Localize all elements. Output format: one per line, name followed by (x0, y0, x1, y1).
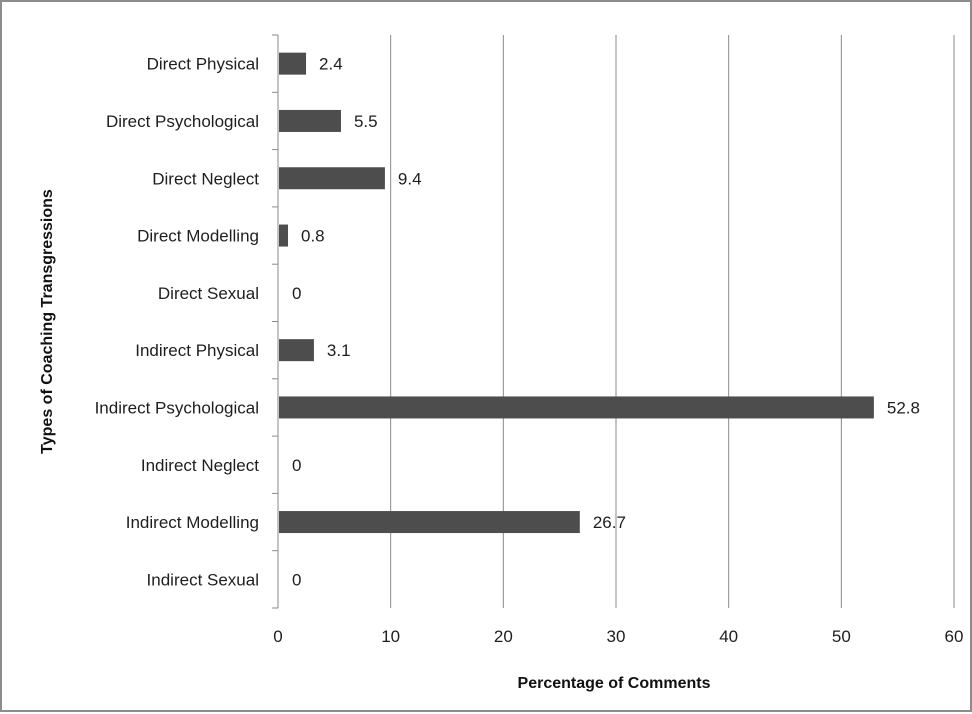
bar (279, 52, 307, 75)
x-tick-label: 0 (273, 627, 282, 646)
data-label: 52.8 (887, 398, 920, 417)
data-label: 0 (292, 284, 301, 303)
data-label: 0 (292, 570, 301, 589)
bar (279, 396, 874, 419)
bar (279, 339, 314, 362)
data-label: 9.4 (398, 169, 422, 188)
data-labels: 2.4 5.5 9.4 0.8 0 3.1 52.8 0 26.7 0 (292, 55, 920, 590)
category-label: Indirect Neglect (141, 456, 259, 475)
bar (279, 224, 289, 247)
y-axis-title: Types of Coaching Transgressions (39, 189, 56, 454)
bar (279, 167, 385, 190)
x-tick-label: 50 (832, 627, 851, 646)
x-axis-title: Percentage of Comments (518, 675, 711, 692)
category-label: Indirect Physical (135, 341, 259, 360)
data-label: 0 (292, 456, 301, 475)
bar (279, 511, 580, 534)
category-label: Direct Psychological (106, 112, 259, 131)
category-label: Direct Modelling (137, 227, 259, 246)
x-tick-label: 20 (494, 627, 513, 646)
x-tick-label: 40 (719, 627, 738, 646)
data-label: 3.1 (327, 341, 351, 360)
category-label: Direct Sexual (158, 284, 259, 303)
bars (279, 52, 874, 534)
category-label: Direct Neglect (152, 169, 259, 188)
x-tick-label: 60 (945, 627, 964, 646)
category-label: Indirect Modelling (126, 513, 259, 532)
category-label: Direct Physical (147, 55, 259, 74)
data-label: 26.7 (593, 513, 626, 532)
data-label: 2.4 (319, 55, 343, 74)
y-axis-ticks (272, 34, 278, 609)
data-label: 0.8 (301, 227, 325, 246)
x-tick-label: 10 (381, 627, 400, 646)
category-label: Indirect Psychological (95, 398, 259, 417)
category-labels: Direct Physical Direct Psychological Direc… (95, 55, 260, 590)
bar (279, 109, 341, 132)
category-label: Indirect Sexual (147, 570, 259, 589)
x-tick-label: 30 (607, 627, 626, 646)
x-tick-labels: 0 10 20 30 40 50 60 (273, 627, 963, 646)
data-label: 5.5 (354, 112, 378, 131)
